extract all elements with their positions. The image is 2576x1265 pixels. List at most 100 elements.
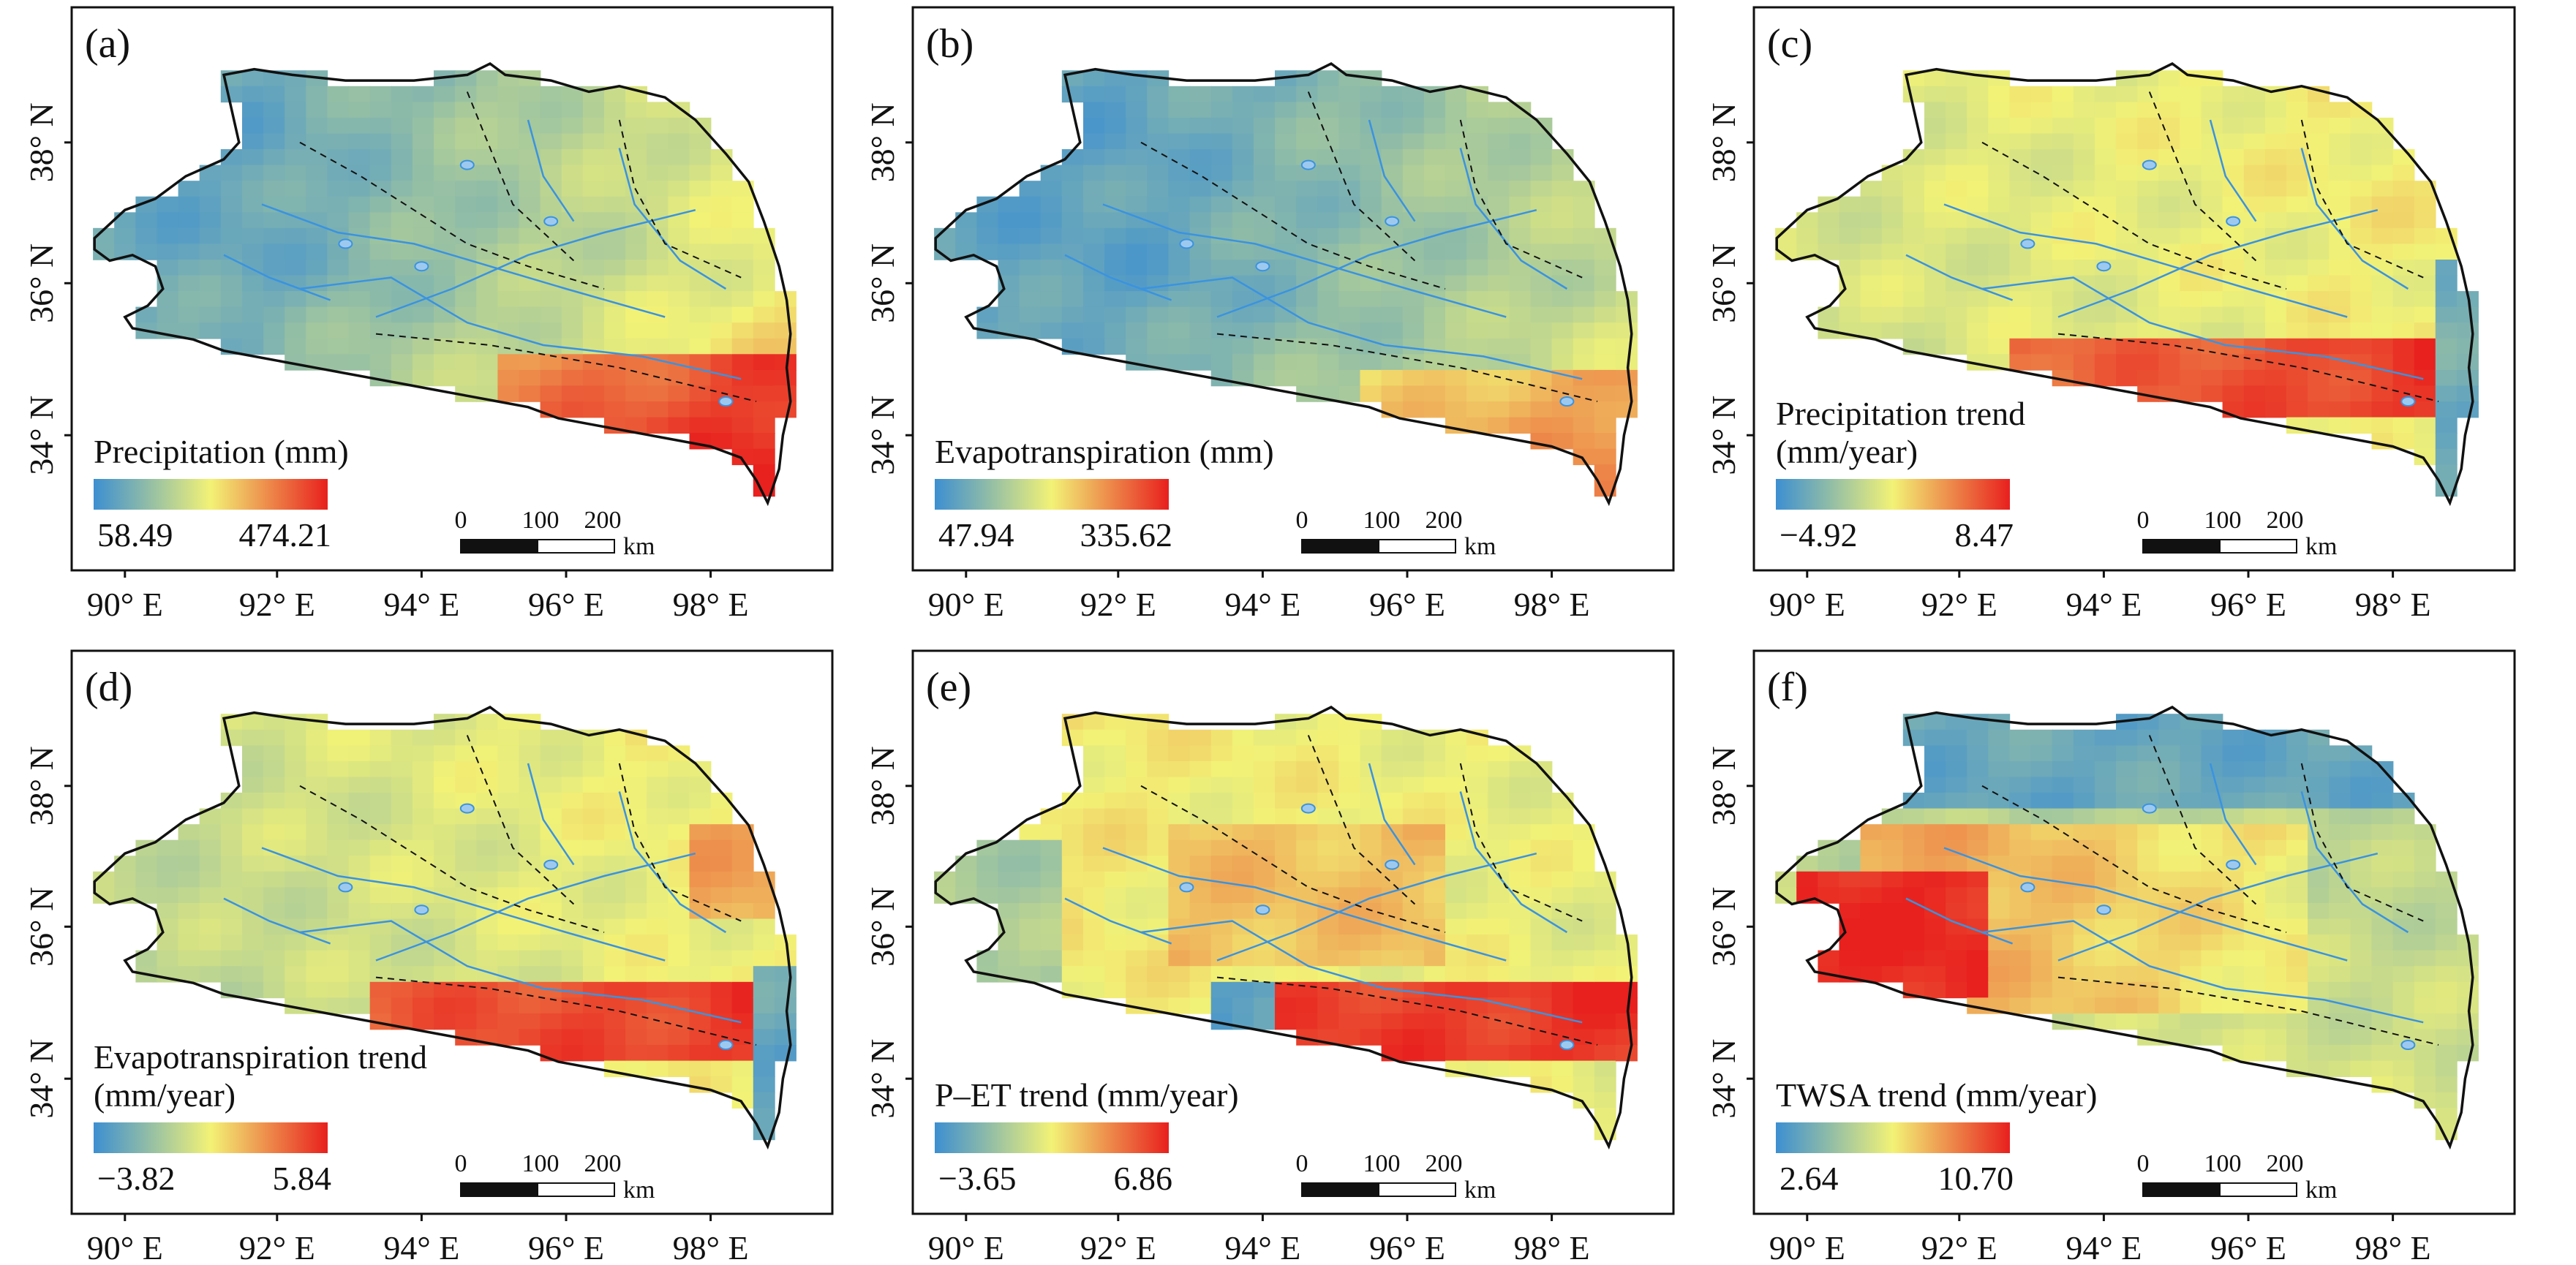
- raster-cell: [348, 133, 371, 150]
- raster-cell: [2350, 385, 2373, 402]
- raster-cell: [2116, 181, 2138, 197]
- raster-cell: [2243, 354, 2266, 371]
- raster-cell: [2158, 196, 2181, 214]
- raster-cell: [306, 981, 328, 999]
- x-tick-label: 98° E: [1514, 1229, 1590, 1265]
- raster-cell: [2073, 871, 2095, 888]
- raster-cell: [1902, 275, 1925, 292]
- y-tick-label: 34° N: [23, 396, 60, 475]
- raster-cell: [2457, 401, 2479, 418]
- raster-cell: [625, 133, 647, 150]
- raster-cell: [540, 102, 562, 118]
- raster-cell: [1296, 777, 1319, 793]
- raster-cell: [1902, 966, 1925, 983]
- raster-cell: [1104, 243, 1126, 260]
- raster-cell: [775, 401, 796, 418]
- raster-cell: [1946, 227, 1967, 245]
- raster-cell: [1573, 433, 1595, 450]
- raster-cell: [306, 291, 328, 308]
- raster-cell: [2158, 745, 2181, 762]
- raster-cell: [1189, 322, 1212, 339]
- basin-outline: [93, 705, 792, 1150]
- raster-cell: [2180, 966, 2202, 983]
- raster-cell: [1147, 227, 1170, 245]
- x-tick-label: 96° E: [2210, 1229, 2286, 1265]
- raster-cell: [1275, 856, 1297, 872]
- raster-cell: [2243, 808, 2266, 825]
- raster-cell: [434, 793, 456, 809]
- raster-cell: [668, 981, 690, 999]
- raster-cell: [497, 196, 520, 214]
- raster-cell: [455, 102, 478, 118]
- raster-cell: [1488, 417, 1510, 434]
- raster-cell: [1530, 369, 1553, 387]
- raster-cell: [1210, 997, 1233, 1014]
- raster-cell: [1839, 227, 1861, 245]
- raster-cell: [1924, 196, 1946, 214]
- raster-cell: [1423, 212, 1446, 229]
- raster-cell: [1296, 227, 1319, 245]
- raster-cell: [2435, 322, 2458, 339]
- lake: [1559, 396, 1575, 407]
- raster-cell: [220, 243, 243, 260]
- raster-cell: [1381, 291, 1404, 308]
- raster-cell: [369, 117, 392, 135]
- raster-cell: [2052, 1013, 2074, 1030]
- raster-cell: [2243, 102, 2266, 118]
- raster-cell: [976, 212, 999, 229]
- raster-cell: [2264, 808, 2287, 825]
- raster-cell: [369, 354, 392, 371]
- raster-cell: [1594, 369, 1616, 387]
- raster-cell: [1530, 1060, 1553, 1077]
- raster-cell: [1402, 133, 1425, 150]
- raster-cell: [2371, 306, 2394, 323]
- raster-cell: [2435, 1092, 2458, 1109]
- raster-cell: [2286, 856, 2308, 872]
- raster-cell: [285, 181, 307, 197]
- raster-cell: [2457, 1029, 2479, 1046]
- raster-cell: [1338, 117, 1361, 135]
- raster-cell: [2435, 291, 2458, 308]
- raster-cell: [263, 133, 285, 150]
- raster-cell: [2457, 306, 2479, 323]
- raster-cell: [412, 275, 434, 292]
- raster-cell: [1488, 117, 1510, 135]
- raster-cell: [1253, 839, 1276, 857]
- raster-cell: [391, 745, 413, 762]
- raster-cell: [1488, 760, 1510, 778]
- raster-cell: [2052, 369, 2074, 387]
- raster-cell: [2030, 950, 2053, 967]
- raster-cell: [1402, 729, 1425, 747]
- raster-cell: [2137, 1013, 2160, 1030]
- raster-cell: [1104, 887, 1126, 904]
- raster-cell: [2052, 165, 2074, 181]
- raster-cell: [1126, 997, 1148, 1014]
- raster-cell: [1253, 227, 1276, 245]
- raster-cell: [2308, 212, 2330, 229]
- raster-cell: [2201, 196, 2223, 214]
- raster-cell: [604, 196, 626, 214]
- raster-cell: [391, 291, 413, 308]
- raster-cell: [2201, 997, 2223, 1014]
- raster-cell: [1253, 212, 1276, 229]
- raster-cell: [582, 212, 605, 229]
- raster-cell: [1275, 322, 1297, 339]
- raster-cell: [1360, 196, 1382, 214]
- raster-cell: [1616, 338, 1638, 355]
- raster-cell: [604, 918, 626, 935]
- raster-cell: [434, 291, 456, 308]
- scale-bar-black-segment: [460, 539, 538, 554]
- map-panel-d: (d)90° E 92° E 94° E 96° E 98° E38° N36° N34…: [23, 649, 834, 1265]
- raster-cell: [1253, 165, 1276, 181]
- raster-cell: [2350, 212, 2373, 229]
- raster-cell: [476, 117, 499, 135]
- raster-cell: [285, 243, 307, 260]
- raster-grid: [934, 70, 1638, 497]
- raster-cell: [2201, 385, 2223, 402]
- raster-cell: [412, 322, 434, 339]
- raster-cell: [668, 1045, 690, 1062]
- raster-cell: [519, 149, 541, 166]
- raster-cell: [1168, 808, 1191, 825]
- scale-bar-black-segment: [1301, 539, 1379, 554]
- raster-cell: [1946, 918, 1967, 935]
